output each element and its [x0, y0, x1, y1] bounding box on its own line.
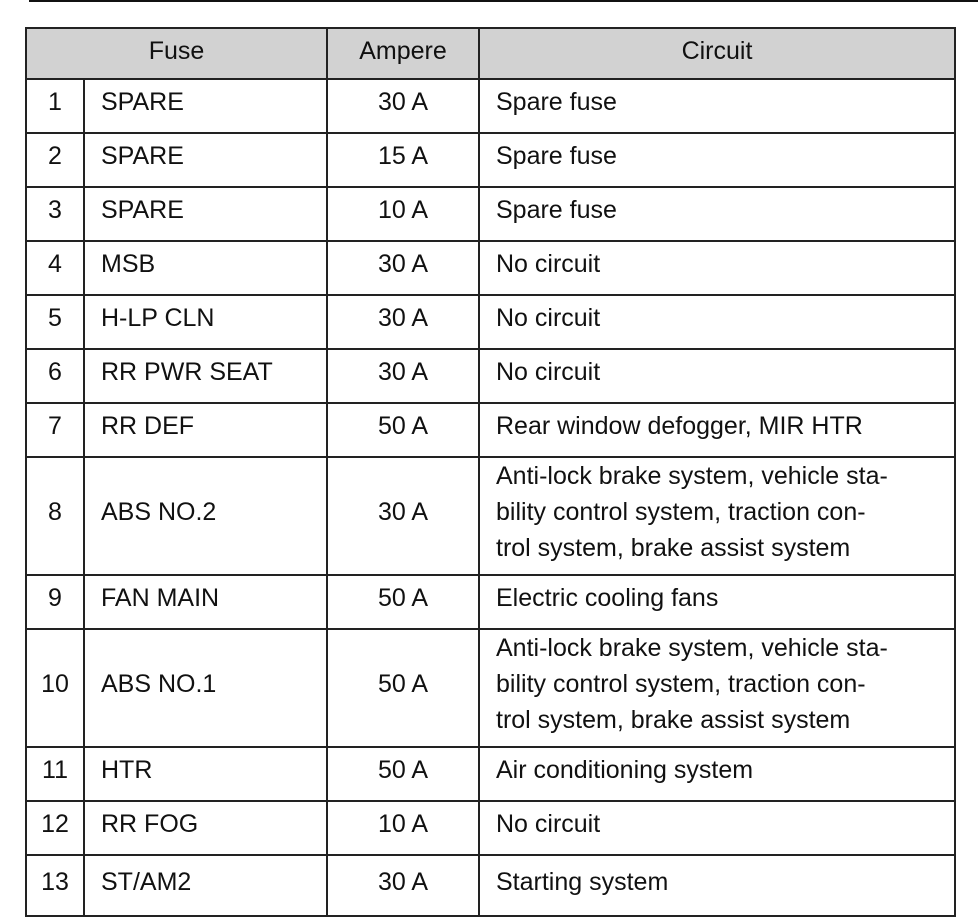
fuse-number: 7 — [25, 402, 85, 458]
header-fuse: Fuse — [25, 27, 328, 80]
fuse-number: 10 — [25, 628, 85, 748]
fuse-name: SPARE — [83, 186, 328, 242]
fuse-circuit: Electric cooling fans — [478, 574, 956, 630]
fuse-name: ABS NO.1 — [83, 628, 328, 748]
header-circuit: Circuit — [478, 27, 956, 80]
table-row: 12 RR FOG 10 A No circuit — [25, 800, 956, 856]
fuse-circuit: No circuit — [478, 800, 956, 856]
fuse-ampere: 15 A — [326, 132, 480, 188]
fuse-circuit: Spare fuse — [478, 78, 956, 134]
table-row: 3 SPARE 10 A Spare fuse — [25, 186, 956, 242]
fuse-circuit: Anti-lock brake system, vehicle sta-bili… — [478, 628, 956, 748]
fuse-name: FAN MAIN — [83, 574, 328, 630]
table-row: 8 ABS NO.2 30 A Anti-lock brake system, veh… — [25, 456, 956, 576]
fuse-ampere: 30 A — [326, 854, 480, 917]
fuse-number: 13 — [25, 854, 85, 917]
fuse-number: 2 — [25, 132, 85, 188]
fuse-number: 4 — [25, 240, 85, 296]
top-rule — [29, 0, 978, 2]
header-row: Fuse Ampere Circuit — [25, 27, 956, 80]
fuse-ampere: 30 A — [326, 456, 480, 576]
header-ampere: Ampere — [326, 27, 480, 80]
fuse-name: HTR — [83, 746, 328, 802]
table-row: 2 SPARE 15 A Spare fuse — [25, 132, 956, 188]
fuse-circuit: Spare fuse — [478, 186, 956, 242]
fuse-name: MSB — [83, 240, 328, 296]
fuse-circuit: No circuit — [478, 348, 956, 404]
fuse-name: H-LP CLN — [83, 294, 328, 350]
fuse-name: RR DEF — [83, 402, 328, 458]
table-row: 9 FAN MAIN 50 A Electric cooling fans — [25, 574, 956, 630]
fuse-name: ST/AM2 — [83, 854, 328, 917]
fuse-number: 12 — [25, 800, 85, 856]
fuse-number: 6 — [25, 348, 85, 404]
fuse-circuit: No circuit — [478, 294, 956, 350]
fuse-circuit: Spare fuse — [478, 132, 956, 188]
table-row: 6 RR PWR SEAT 30 A No circuit — [25, 348, 956, 404]
fuse-number: 8 — [25, 456, 85, 576]
table-row: 11 HTR 50 A Air conditioning system — [25, 746, 956, 802]
fuse-name: RR PWR SEAT — [83, 348, 328, 404]
fuse-name: SPARE — [83, 78, 328, 134]
fuse-circuit: No circuit — [478, 240, 956, 296]
fuse-circuit: Anti-lock brake system, vehicle sta-bili… — [478, 456, 956, 576]
fuse-number: 3 — [25, 186, 85, 242]
fuse-number: 11 — [25, 746, 85, 802]
fuse-name: RR FOG — [83, 800, 328, 856]
table-row: 13 ST/AM2 30 A Starting system — [25, 854, 956, 917]
fuse-ampere: 30 A — [326, 78, 480, 134]
fuse-ampere: 50 A — [326, 402, 480, 458]
fuse-ampere: 50 A — [326, 628, 480, 748]
table-row: 1 SPARE 30 A Spare fuse — [25, 78, 956, 134]
fuse-name: SPARE — [83, 132, 328, 188]
table-row: 7 RR DEF 50 A Rear window defogger, MIR HTR — [25, 402, 956, 458]
fuse-table: Fuse Ampere Circuit 1 SPARE 30 A Spare fuse… — [25, 27, 956, 917]
table-row: 4 MSB 30 A No circuit — [25, 240, 956, 296]
fuse-circuit: Rear window defogger, MIR HTR — [478, 402, 956, 458]
fuse-number: 5 — [25, 294, 85, 350]
fuse-circuit: Starting system — [478, 854, 956, 917]
fuse-ampere: 30 A — [326, 294, 480, 350]
table-row: 5 H-LP CLN 30 A No circuit — [25, 294, 956, 350]
fuse-number: 1 — [25, 78, 85, 134]
fuse-ampere: 50 A — [326, 746, 480, 802]
fuse-ampere: 50 A — [326, 574, 480, 630]
fuse-ampere: 10 A — [326, 186, 480, 242]
fuse-ampere: 30 A — [326, 348, 480, 404]
fuse-ampere: 30 A — [326, 240, 480, 296]
table-row: 10 ABS NO.1 50 A Anti-lock brake system, ve… — [25, 628, 956, 748]
fuse-number: 9 — [25, 574, 85, 630]
fuse-name: ABS NO.2 — [83, 456, 328, 576]
fuse-circuit: Air conditioning system — [478, 746, 956, 802]
fuse-ampere: 10 A — [326, 800, 480, 856]
